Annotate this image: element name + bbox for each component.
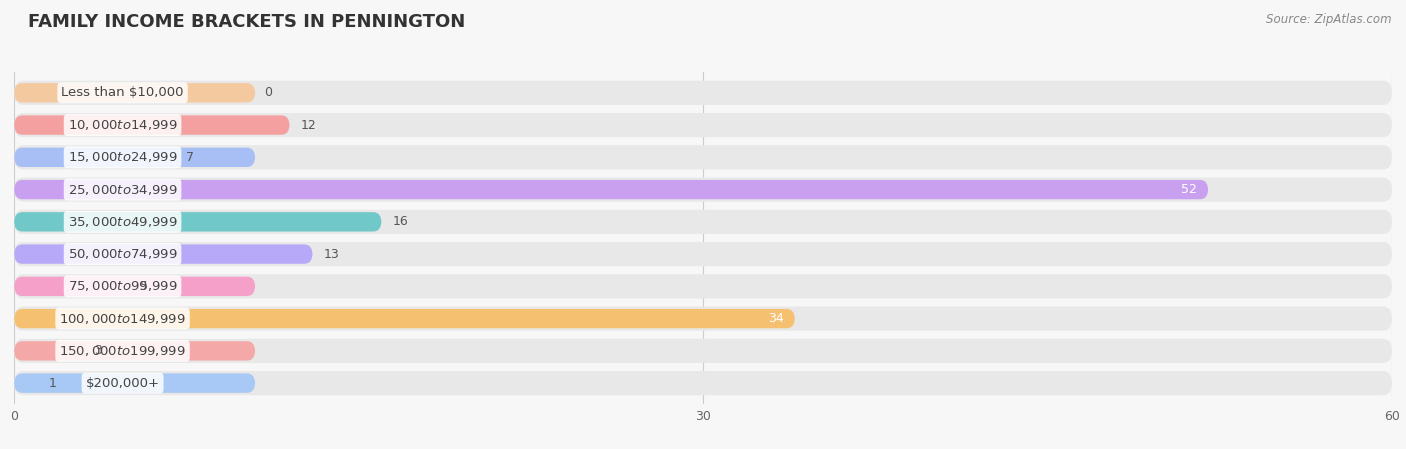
FancyBboxPatch shape: [14, 307, 1392, 331]
Text: $100,000 to $149,999: $100,000 to $149,999: [59, 312, 186, 326]
Text: $150,000 to $199,999: $150,000 to $199,999: [59, 344, 186, 358]
Text: 12: 12: [301, 119, 316, 132]
FancyBboxPatch shape: [14, 244, 312, 264]
FancyBboxPatch shape: [14, 371, 1392, 395]
Text: 16: 16: [394, 216, 409, 229]
FancyBboxPatch shape: [14, 113, 1392, 137]
FancyBboxPatch shape: [14, 212, 381, 232]
FancyBboxPatch shape: [14, 177, 1392, 202]
Text: $10,000 to $14,999: $10,000 to $14,999: [67, 118, 177, 132]
Text: 52: 52: [1181, 183, 1197, 196]
Text: $200,000+: $200,000+: [86, 377, 159, 390]
Text: Less than $10,000: Less than $10,000: [62, 86, 184, 99]
Text: 1: 1: [48, 377, 56, 390]
Text: 3: 3: [94, 344, 103, 357]
FancyBboxPatch shape: [14, 148, 256, 167]
Text: $25,000 to $34,999: $25,000 to $34,999: [67, 183, 177, 197]
Text: 7: 7: [186, 151, 194, 164]
Text: $35,000 to $49,999: $35,000 to $49,999: [67, 215, 177, 229]
FancyBboxPatch shape: [14, 242, 1392, 266]
Text: $75,000 to $99,999: $75,000 to $99,999: [67, 279, 177, 293]
FancyBboxPatch shape: [14, 210, 1392, 234]
FancyBboxPatch shape: [14, 81, 1392, 105]
Text: 13: 13: [325, 247, 340, 260]
Text: 5: 5: [141, 280, 149, 293]
FancyBboxPatch shape: [14, 339, 1392, 363]
FancyBboxPatch shape: [14, 309, 794, 328]
Text: $50,000 to $74,999: $50,000 to $74,999: [67, 247, 177, 261]
FancyBboxPatch shape: [14, 374, 256, 393]
Text: 0: 0: [264, 86, 273, 99]
FancyBboxPatch shape: [14, 341, 256, 361]
Text: FAMILY INCOME BRACKETS IN PENNINGTON: FAMILY INCOME BRACKETS IN PENNINGTON: [28, 13, 465, 31]
FancyBboxPatch shape: [14, 115, 290, 135]
FancyBboxPatch shape: [14, 145, 1392, 169]
FancyBboxPatch shape: [14, 277, 256, 296]
Text: $15,000 to $24,999: $15,000 to $24,999: [67, 150, 177, 164]
Text: 34: 34: [768, 312, 783, 325]
FancyBboxPatch shape: [14, 274, 1392, 299]
FancyBboxPatch shape: [14, 83, 256, 102]
FancyBboxPatch shape: [14, 180, 1208, 199]
Text: Source: ZipAtlas.com: Source: ZipAtlas.com: [1267, 13, 1392, 26]
